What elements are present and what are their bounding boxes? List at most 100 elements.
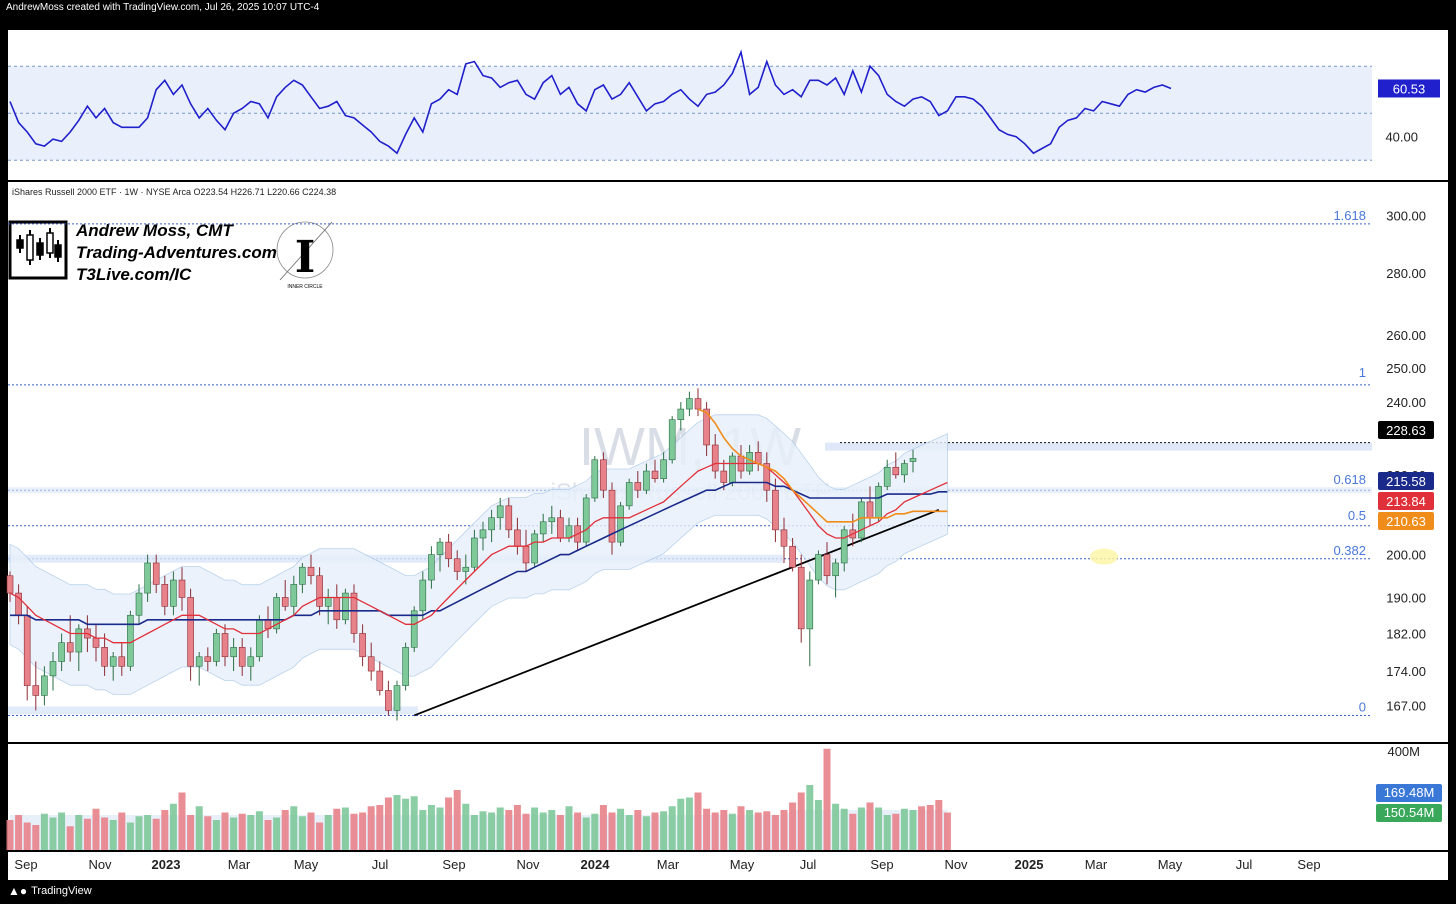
volume-bar <box>264 820 272 850</box>
candle-body <box>410 610 418 648</box>
logo-body <box>36 242 44 256</box>
footer: ▲● TradingView <box>8 884 92 898</box>
volume-bar <box>144 815 152 850</box>
brand-line-1: Andrew Moss, CMT <box>75 221 234 240</box>
candle <box>290 575 298 616</box>
volume-badge: 169.48M <box>1376 784 1442 802</box>
candle-body <box>686 398 693 410</box>
volume-tick-label: 400M <box>1387 744 1420 759</box>
volume-bar <box>556 815 564 850</box>
volume-bar <box>660 811 668 850</box>
candle-body <box>342 592 349 621</box>
price-tick-label: 250.00 <box>1386 361 1426 376</box>
candle <box>342 588 349 625</box>
candle <box>625 478 633 510</box>
volume-bar <box>204 816 212 850</box>
volume-bar <box>298 816 306 850</box>
resistance-zone <box>825 442 1372 451</box>
volume-bar <box>118 812 126 850</box>
candle-body <box>152 562 160 585</box>
candle-body <box>539 521 547 535</box>
candle-body <box>213 633 220 662</box>
candle-body <box>471 537 478 568</box>
candle <box>531 529 538 568</box>
candle <box>875 482 882 522</box>
volume-badge-bg <box>1376 804 1442 822</box>
volume-bar <box>694 792 702 850</box>
rsi-badge-text: 60.53 <box>1393 81 1426 96</box>
candle <box>660 452 667 483</box>
low-zone <box>8 706 418 715</box>
candle-body <box>582 497 590 543</box>
price-badge-bg <box>1378 421 1434 439</box>
candle <box>359 624 366 667</box>
candle <box>402 642 409 691</box>
candle-body <box>324 597 332 607</box>
candle-body <box>591 459 599 499</box>
candle-body <box>565 525 573 539</box>
volume-bar <box>187 815 195 850</box>
candle-body <box>780 529 788 547</box>
volume-bar <box>367 806 375 850</box>
candle-body <box>170 579 177 607</box>
candle <box>548 505 556 534</box>
volume-bar <box>15 815 23 850</box>
candle <box>901 459 908 483</box>
time-tick-label: May <box>730 857 755 872</box>
candle <box>178 567 186 611</box>
price-tick-label: 200.00 <box>1386 548 1426 563</box>
volume-bar <box>255 811 263 850</box>
volume-bar <box>737 806 745 850</box>
volume-bar <box>608 812 616 850</box>
volume-bar <box>307 812 315 850</box>
candle-body <box>144 562 151 594</box>
candle-body <box>883 466 891 487</box>
author-branding: Andrew Moss, CMT Trading-Adventures.com T3… <box>8 220 334 290</box>
volume-bar <box>797 792 805 850</box>
candle-body <box>204 656 212 662</box>
brand-line-3: T3Live.com/IC <box>76 265 192 284</box>
candle <box>230 638 237 672</box>
candle <box>651 459 659 483</box>
candle-body <box>92 637 100 648</box>
volume-badge-text: 169.48M <box>1384 785 1435 800</box>
volume-bar <box>875 807 883 850</box>
price-badge-bg <box>1378 512 1434 530</box>
time-tick-label: 2025 <box>1015 857 1044 872</box>
volume-bar <box>496 807 504 850</box>
bollinger-band <box>9 414 948 695</box>
candle-body <box>901 463 908 476</box>
candle-body <box>290 584 298 607</box>
volume-bar <box>539 812 547 850</box>
price-tick-label: 280.00 <box>1386 266 1426 281</box>
candle-body <box>393 685 401 711</box>
candle-body <box>135 592 143 616</box>
candle-body <box>23 614 31 686</box>
candle <box>711 434 719 479</box>
candle-body <box>832 562 839 577</box>
candle-body <box>221 633 229 658</box>
candle <box>608 482 616 555</box>
footer-brand[interactable]: TradingView <box>31 885 92 897</box>
candle-body <box>557 517 564 539</box>
instrument-legend: iShares Russell 2000 ETF · 1W · NYSE Arc… <box>12 187 336 197</box>
candle-body <box>428 554 435 581</box>
candle-body <box>823 554 831 577</box>
candle <box>376 661 384 696</box>
fib-level-label: 1.618 <box>1333 208 1366 223</box>
volume-bar <box>324 815 332 850</box>
candle <box>410 606 418 653</box>
volume-bar <box>419 810 427 850</box>
candle <box>488 509 495 543</box>
candle-body <box>488 517 495 531</box>
candle <box>419 571 427 620</box>
volume-bar <box>453 790 461 850</box>
candle-body <box>41 675 48 696</box>
candle-body <box>58 642 65 662</box>
candle <box>195 652 203 686</box>
tradingview-logo-icon[interactable]: ▲● <box>8 884 28 898</box>
candle <box>350 584 358 643</box>
candle <box>385 680 392 716</box>
volume-bar <box>152 818 160 850</box>
